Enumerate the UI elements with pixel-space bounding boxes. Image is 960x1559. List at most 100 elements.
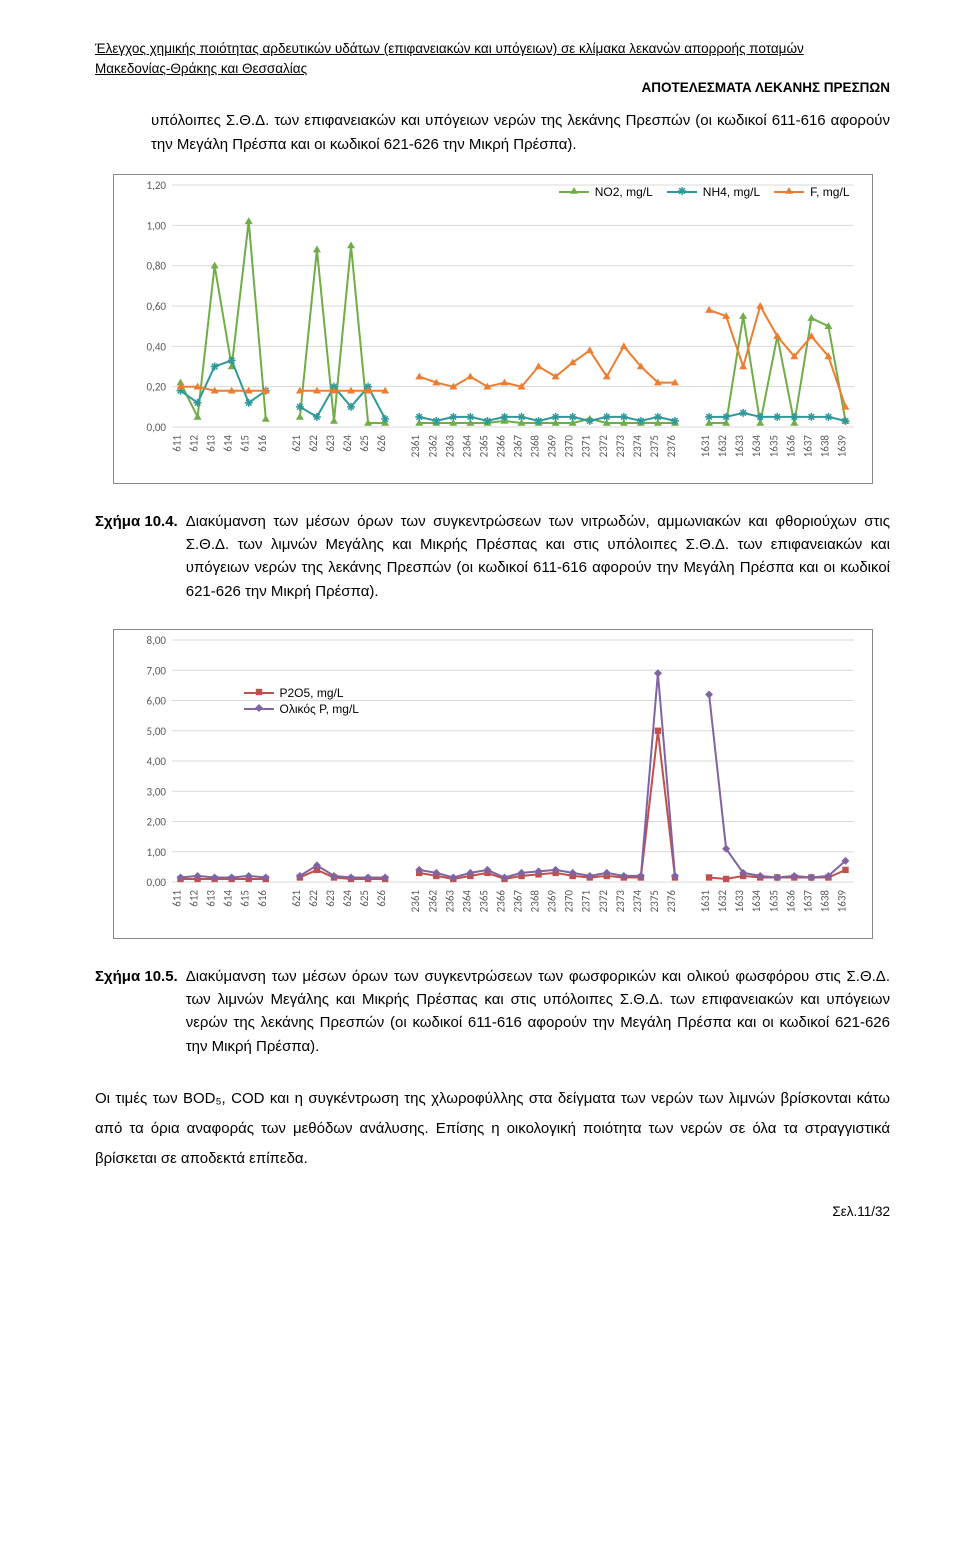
svg-text:2373: 2373 [613,435,626,458]
svg-text:2367: 2367 [511,435,524,458]
svg-text:614: 614 [221,890,234,907]
svg-text:2361: 2361 [409,435,422,458]
svg-text:1639: 1639 [835,435,848,458]
figure-caption-10-4: Σχήμα 10.4. Διακύμανση των μέσων όρων τω… [95,510,890,603]
svg-text:622: 622 [306,435,319,452]
svg-text:8,00: 8,00 [146,634,166,647]
svg-text:2370: 2370 [562,435,575,458]
svg-text:612: 612 [187,890,200,907]
svg-text:2362: 2362 [426,890,439,913]
svg-text:1635: 1635 [767,435,780,457]
svg-text:613: 613 [204,890,217,907]
svg-text:2370: 2370 [562,890,575,913]
svg-text:1634: 1634 [750,890,763,913]
svg-text:2373: 2373 [613,890,626,913]
page-number: Σελ.11/32 [95,1204,890,1219]
svg-text:0,40: 0,40 [146,340,166,353]
svg-text:0,20: 0,20 [146,381,166,394]
svg-text:2365: 2365 [477,435,490,457]
caption-text: Διακύμανση των μέσων όρων των συγκεντρώσ… [186,965,890,1058]
svg-text:624: 624 [341,435,354,452]
svg-text:2376: 2376 [664,435,677,458]
svg-text:611: 611 [170,890,183,907]
svg-text:1635: 1635 [767,890,780,912]
doc-header-line2: Μακεδονίας-Θράκης και Θεσσαλίας [95,60,890,78]
svg-text:621: 621 [289,435,302,452]
svg-text:621: 621 [289,890,302,907]
svg-text:613: 613 [204,435,217,452]
svg-text:615: 615 [238,890,251,907]
svg-text:5,00: 5,00 [146,725,166,738]
chart-phosphates-total-p: P2O5, mg/L Ολικός P, mg/L 0,001,002,003,… [113,629,873,939]
svg-text:2366: 2366 [494,890,507,913]
svg-text:2,00: 2,00 [146,815,166,828]
svg-text:625: 625 [358,435,371,452]
svg-text:2369: 2369 [545,890,558,913]
svg-text:1631: 1631 [699,890,712,913]
svg-text:611: 611 [170,435,183,452]
svg-text:2366: 2366 [494,435,507,458]
svg-text:2376: 2376 [664,890,677,913]
svg-text:616: 616 [255,435,268,452]
svg-text:1,00: 1,00 [146,219,166,232]
svg-text:2372: 2372 [596,890,609,913]
svg-text:0,00: 0,00 [146,421,166,434]
svg-text:1637: 1637 [801,890,814,913]
svg-text:1636: 1636 [784,435,797,458]
svg-text:2374: 2374 [630,435,643,458]
doc-header-line1: Έλεγχος χημικής ποιότητας αρδευτικών υδά… [95,40,890,58]
svg-text:0,00: 0,00 [146,876,166,889]
svg-text:1633: 1633 [733,435,746,458]
svg-text:1632: 1632 [716,890,729,913]
svg-text:614: 614 [221,435,234,452]
svg-text:625: 625 [358,890,371,907]
svg-text:2364: 2364 [460,890,473,913]
svg-text:623: 623 [323,890,336,907]
svg-text:623: 623 [323,435,336,452]
intro-paragraph: υπόλοιπες Σ.Θ.Δ. των επιφανειακών και υπ… [95,109,890,156]
svg-text:3,00: 3,00 [146,785,166,798]
svg-text:1638: 1638 [818,890,831,913]
body-paragraph: Οι τιμές των BOD₅, COD και η συγκέντρωση… [95,1084,890,1174]
svg-text:612: 612 [187,435,200,452]
svg-text:1632: 1632 [716,435,729,458]
svg-text:4,00: 4,00 [146,755,166,768]
svg-text:2363: 2363 [443,435,456,458]
svg-text:622: 622 [306,890,319,907]
svg-text:2372: 2372 [596,435,609,458]
svg-text:1,20: 1,20 [146,179,166,192]
svg-text:2368: 2368 [528,435,541,458]
svg-text:1634: 1634 [750,435,763,458]
svg-text:616: 616 [255,890,268,907]
doc-subtitle: ΑΠΟΤΕΛΕΣΜΑΤΑ ΛΕΚΑΝΗΣ ΠΡΕΣΠΩΝ [95,80,890,95]
svg-text:624: 624 [341,890,354,907]
chart-nitrites-ammonia-fluoride: NO2, mg/L NH4, mg/L F, mg/L 0, [113,174,873,484]
svg-text:1637: 1637 [801,435,814,458]
svg-text:1,00: 1,00 [146,846,166,859]
svg-text:1633: 1633 [733,890,746,913]
svg-text:2375: 2375 [647,435,660,457]
svg-text:2362: 2362 [426,435,439,458]
caption-label: Σχήμα 10.4. [95,510,178,603]
figure-caption-10-5: Σχήμα 10.5. Διακύμανση των μέσων όρων τω… [95,965,890,1058]
caption-text: Διακύμανση των μέσων όρων των συγκεντρώσ… [186,510,890,603]
svg-text:6,00: 6,00 [146,694,166,707]
caption-label: Σχήμα 10.5. [95,965,178,1058]
svg-text:7,00: 7,00 [146,664,166,677]
svg-text:2364: 2364 [460,435,473,458]
svg-text:1639: 1639 [835,890,848,913]
svg-text:2371: 2371 [579,890,592,913]
svg-text:2367: 2367 [511,890,524,913]
svg-text:626: 626 [375,435,388,452]
svg-text:2371: 2371 [579,435,592,458]
svg-text:626: 626 [375,890,388,907]
svg-text:0,80: 0,80 [146,260,166,273]
svg-text:0,60: 0,60 [146,300,166,313]
svg-text:2365: 2365 [477,890,490,912]
svg-text:2368: 2368 [528,890,541,913]
svg-text:2375: 2375 [647,890,660,912]
svg-text:2369: 2369 [545,435,558,458]
svg-text:1636: 1636 [784,890,797,913]
svg-text:615: 615 [238,435,251,452]
svg-text:2361: 2361 [409,890,422,913]
